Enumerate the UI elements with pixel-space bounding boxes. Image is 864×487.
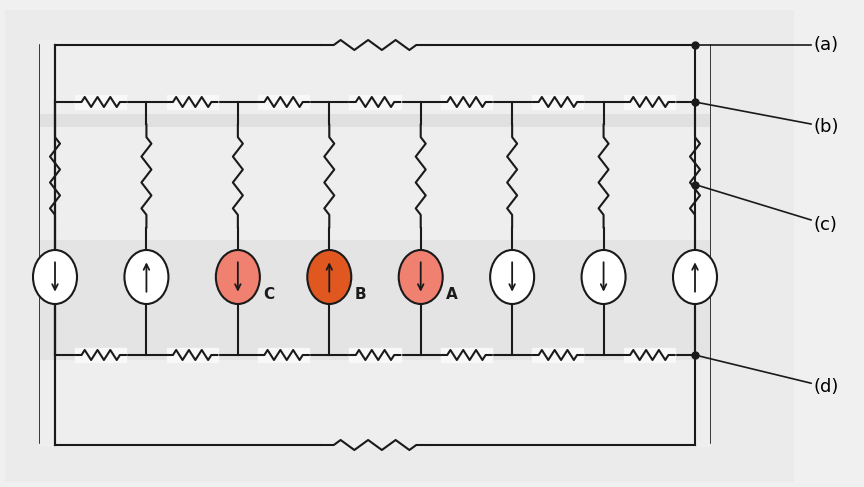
Bar: [40, 114, 710, 127]
Bar: [40, 240, 710, 360]
Ellipse shape: [216, 250, 260, 304]
Bar: [40, 40, 710, 114]
Ellipse shape: [308, 250, 352, 304]
Bar: [40, 360, 710, 447]
Ellipse shape: [398, 250, 442, 304]
Text: C: C: [263, 287, 274, 302]
Ellipse shape: [673, 250, 717, 304]
Bar: [40, 127, 710, 240]
Text: (b): (b): [695, 102, 840, 136]
Ellipse shape: [124, 250, 168, 304]
Text: (d): (d): [695, 355, 839, 396]
Text: (c): (c): [695, 185, 838, 233]
Text: (a): (a): [695, 36, 839, 54]
Ellipse shape: [33, 250, 77, 304]
Text: A: A: [446, 287, 457, 302]
Ellipse shape: [581, 250, 626, 304]
Bar: [40, 45, 710, 443]
Ellipse shape: [490, 250, 534, 304]
Text: B: B: [354, 287, 366, 302]
